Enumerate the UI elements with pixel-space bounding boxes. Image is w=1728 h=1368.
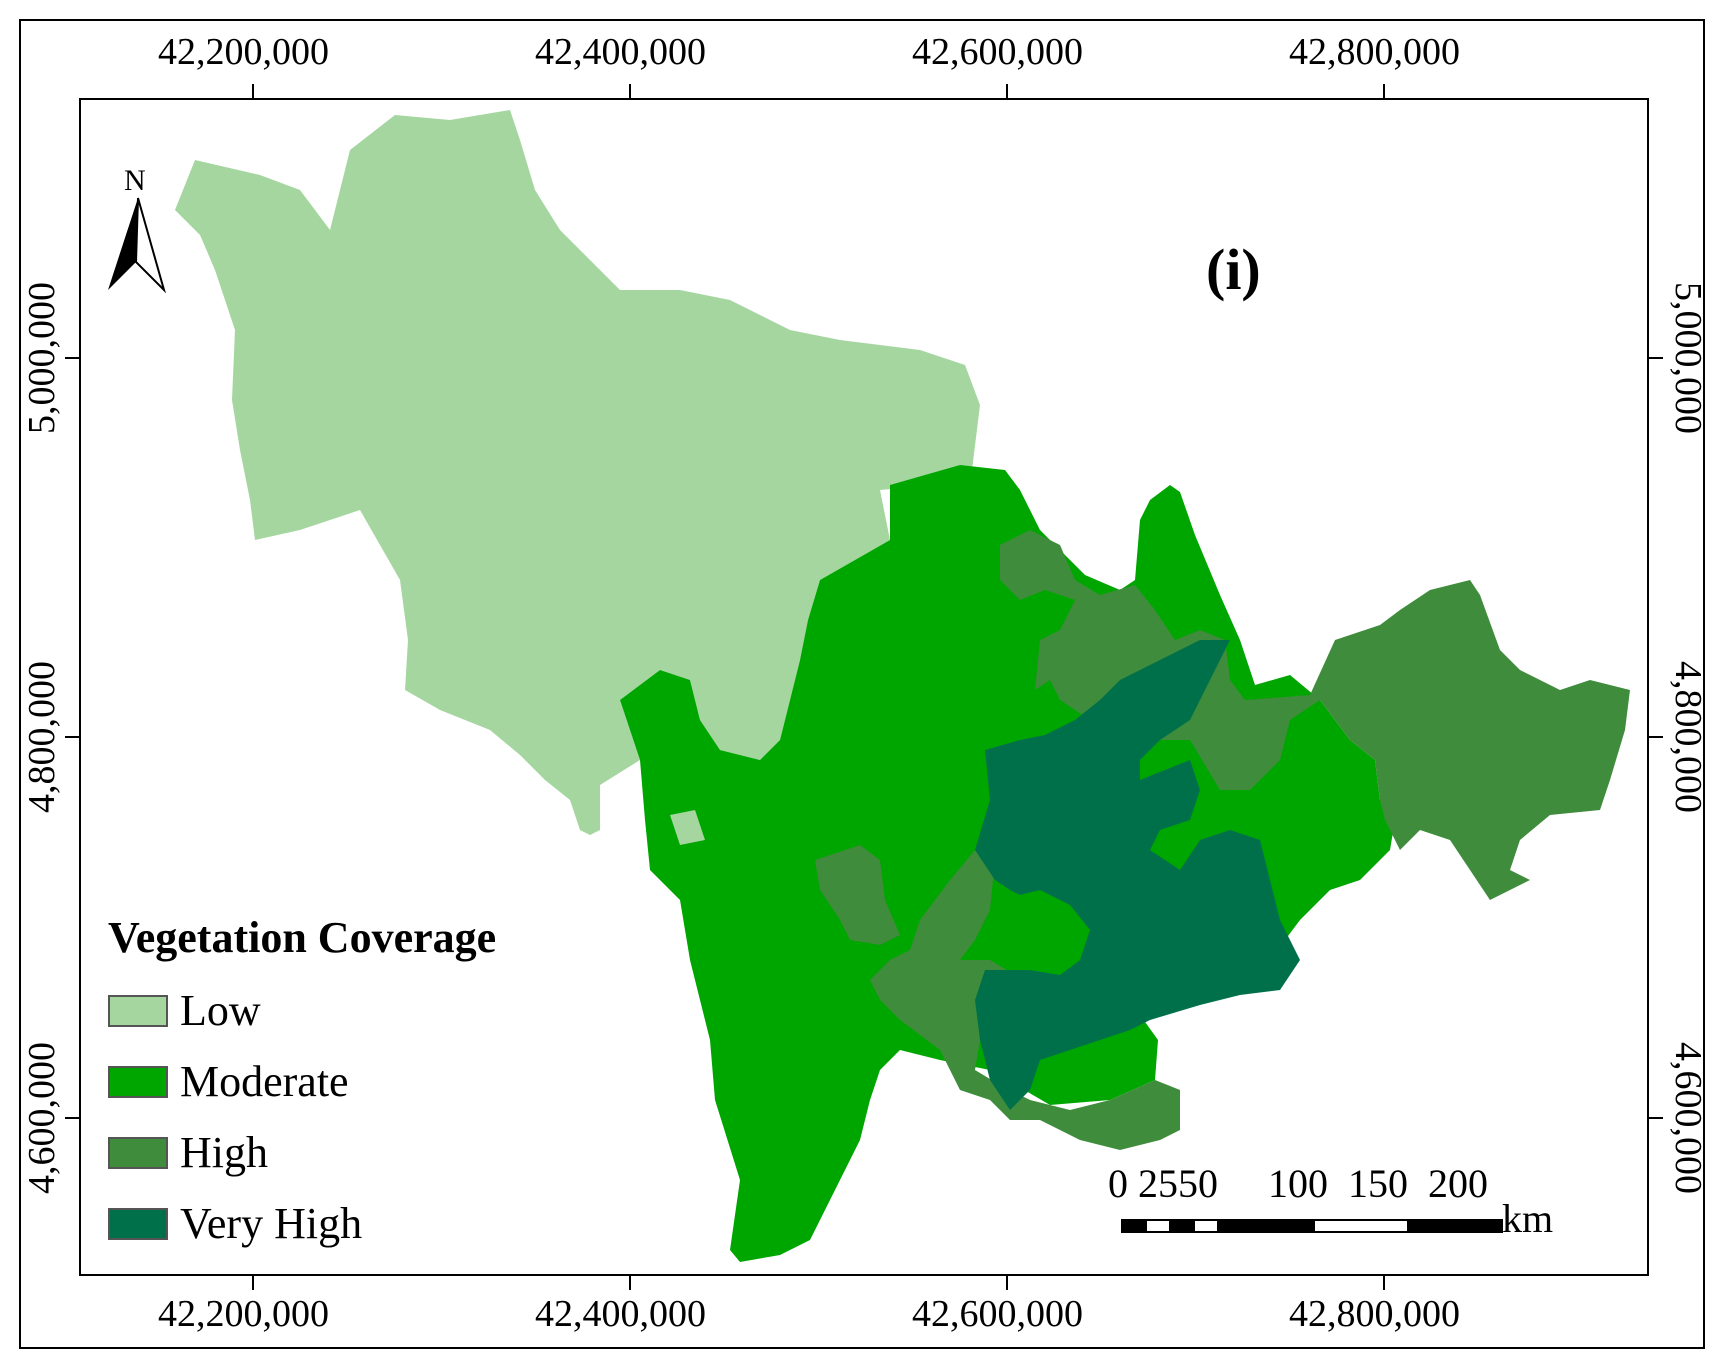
legend-label-moderate: Moderate [180, 1057, 349, 1106]
region-moderate-inner [985, 890, 1090, 960]
legend-label-low: Low [180, 986, 261, 1035]
region-low-patch [670, 810, 705, 845]
y-tick-left-1: 5,000,000 [21, 282, 63, 434]
legend: Vegetation Coverage Low Moderate High Ve… [108, 912, 496, 1259]
legend-title: Vegetation Coverage [108, 913, 497, 962]
scale-bar-unit: km [1502, 1196, 1554, 1241]
north-label: N [124, 164, 146, 197]
legend-item-very-high: Very High [108, 1188, 496, 1259]
region-high-west [815, 845, 900, 945]
legend-label-high: High [180, 1128, 268, 1177]
y-tick-left-3: 4,600,000 [21, 1042, 63, 1194]
region-high-south [870, 850, 1180, 1150]
legend-swatch-high [108, 1136, 168, 1169]
figure-frame [19, 19, 1705, 1349]
x-tick-top-3: 42,600,000 [912, 31, 1083, 73]
scale-bar [1121, 1219, 1503, 1233]
legend-item-low: Low [108, 975, 496, 1046]
panel-label: (i) [1206, 237, 1261, 302]
x-tick-top-2: 42,400,000 [535, 31, 706, 73]
region-high-east [1160, 580, 1630, 900]
x-tick-bottom-3: 42,600,000 [912, 1293, 1083, 1335]
region-very-high [975, 640, 1300, 1110]
scale-bar-labels: 0 2550 100 150 200 [1108, 1161, 1488, 1206]
x-tick-bottom-1: 42,200,000 [158, 1293, 329, 1335]
legend-swatch-very-high [108, 1207, 168, 1240]
x-tick-bottom-4: 42,800,000 [1289, 1293, 1460, 1335]
legend-item-moderate: Moderate [108, 1046, 496, 1117]
north-arrow-icon [108, 197, 167, 294]
x-tick-top-4: 42,800,000 [1289, 31, 1460, 73]
x-tick-top-1: 42,200,000 [158, 31, 329, 73]
y-tick-right-3: 4,600,000 [1667, 1042, 1709, 1194]
legend-item-high: High [108, 1117, 496, 1188]
y-tick-left-2: 4,800,000 [21, 661, 63, 813]
y-tick-right-1: 5,000,000 [1667, 282, 1709, 434]
tick-marks [65, 84, 1663, 1290]
legend-swatch-low [108, 994, 168, 1027]
x-tick-bottom-2: 42,400,000 [535, 1293, 706, 1335]
y-tick-right-2: 4,800,000 [1667, 661, 1709, 813]
legend-label-very-high: Very High [180, 1199, 363, 1248]
region-low [175, 110, 980, 835]
legend-swatch-moderate [108, 1065, 168, 1098]
map-frame [79, 98, 1649, 1276]
